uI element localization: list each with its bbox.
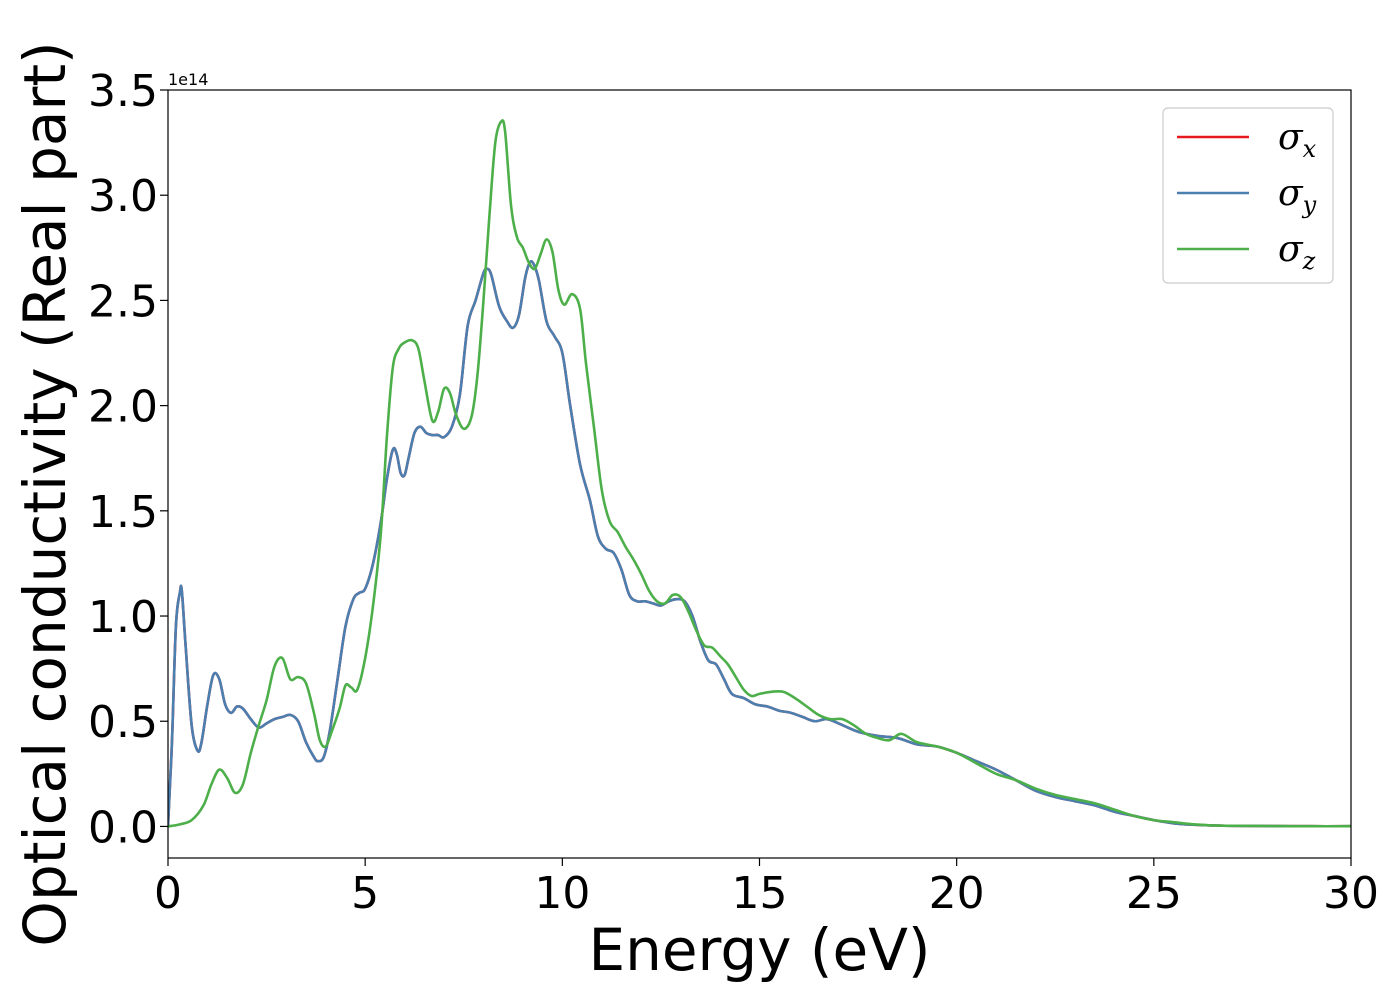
y-tick-label: 0.5 xyxy=(88,697,158,748)
y-axis-label: Optical conductivity (Real part) xyxy=(11,41,79,946)
y-tick-label: 2.0 xyxy=(88,382,158,433)
x-axis-label: Energy (eV) xyxy=(588,916,930,984)
x-tick-label: 30 xyxy=(1323,868,1379,919)
series-line-z xyxy=(168,119,1351,828)
plot-lines xyxy=(168,119,1351,828)
x-tick-label: 5 xyxy=(351,868,379,919)
legend-box xyxy=(1162,107,1334,284)
legend-label-x: σx xyxy=(1278,117,1317,163)
x-tick-label: 20 xyxy=(929,868,985,919)
y-tick-label: 1.0 xyxy=(88,592,158,643)
y-tick-label: 0.0 xyxy=(88,802,158,853)
x-tick-label: 25 xyxy=(1126,868,1182,919)
x-tick-label: 10 xyxy=(534,868,590,919)
y-tick-label: 2.5 xyxy=(88,276,158,327)
legend-label-z: σz xyxy=(1278,229,1316,275)
y-offset-label: 1e14 xyxy=(168,70,208,89)
y-tick-label: 1.5 xyxy=(88,487,158,538)
series-line-x xyxy=(168,260,1351,828)
legend-label-y: σy xyxy=(1278,173,1317,219)
y-tick-label: 3.5 xyxy=(88,66,158,117)
series-line-y xyxy=(168,260,1351,828)
x-axis: 0 5 10 15 20 25 30 xyxy=(154,858,1379,919)
legend: σx σy σz xyxy=(1162,107,1334,284)
x-tick-label: 0 xyxy=(154,868,182,919)
x-tick-label: 15 xyxy=(732,868,788,919)
y-axis: 0.0 0.5 1.0 1.5 2.0 2.5 3.0 3.5 xyxy=(88,66,168,853)
y-tick-label: 3.0 xyxy=(88,171,158,222)
